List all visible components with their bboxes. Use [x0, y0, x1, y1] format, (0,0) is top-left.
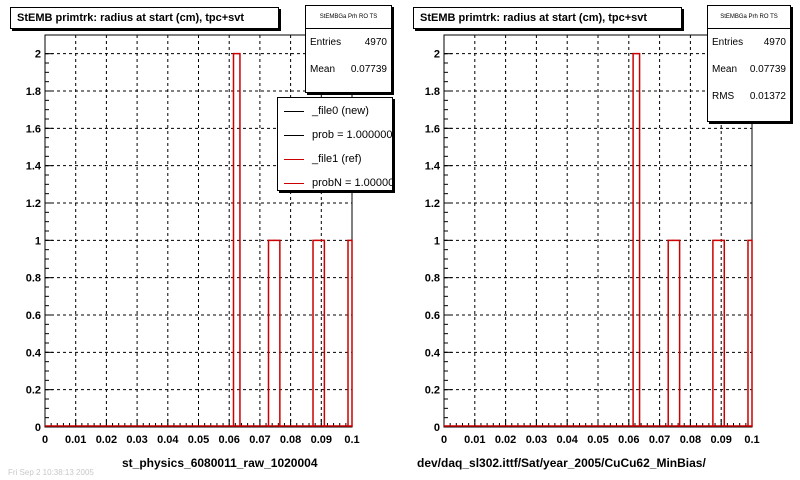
stats-box: StEMBGa Prh RO TS Entries 4970 Mean 0.07…	[707, 5, 791, 122]
stats-value: 0.01372	[749, 91, 786, 102]
histogram-bin	[347, 239, 353, 427]
x-tick-label: 0.09	[311, 434, 332, 446]
y-tick-label: 1.2	[26, 198, 41, 210]
x-tick-label: 0.05	[188, 434, 209, 446]
x-tick-label: 0.04	[157, 434, 179, 446]
y-tick-label: 2	[434, 49, 440, 61]
stats-label: Entries	[310, 37, 342, 48]
stats-label: Mean	[310, 64, 336, 75]
stats-header: StEMBGa Prh RO TS	[306, 6, 391, 29]
x-tick-label: 0.07	[249, 434, 270, 446]
legend-label: probN = 1.000000	[312, 177, 393, 189]
histogram-bin	[667, 239, 681, 427]
histogram-panel-left: 0 0.01 0.02 0.03 0.04 0.05 0.06 0.07 0.08 0.09 0.1…	[10, 5, 393, 470]
histogram-bin	[747, 239, 753, 427]
stats-header: StEMBGa Prh RO TS	[708, 6, 790, 29]
x-caption: dev/daq_sl302.ittf/Sat/year_2005/CuCu62_…	[417, 456, 706, 470]
plot-title: StEMB primtrk: radius at start (cm), tpc…	[413, 7, 682, 29]
legend-swatch	[284, 135, 304, 136]
x-tick-label: 0.03	[126, 434, 147, 446]
stats-row-mean: Mean 0.07739	[306, 56, 391, 83]
x-tick-label: 0.03	[526, 434, 547, 446]
y-tick-label: 0.4	[425, 347, 441, 359]
y-tick-label: 0.8	[425, 273, 440, 285]
stats-label: Mean	[712, 64, 738, 75]
stats-label: Entries	[712, 37, 744, 48]
x-tick-label: 0.01	[65, 434, 86, 446]
x-tick-label: 0	[441, 434, 447, 446]
stats-value: 0.07739	[350, 64, 387, 75]
y-tick-label: 0.2	[425, 385, 440, 397]
y-tick-label: 0.8	[26, 273, 41, 285]
y-tick-label: 1.8	[425, 86, 440, 98]
legend-label: prob = 1.000000	[312, 129, 393, 141]
stats-row-entries: Entries 4970	[306, 29, 391, 56]
legend: _file0 (new) prob = 1.000000 _file1 (ref…	[277, 97, 393, 191]
stats-row-rms: RMS 0.01372	[708, 83, 790, 110]
stats-value: 4970	[763, 37, 786, 48]
x-tick-label: 0.07	[649, 434, 670, 446]
legend-swatch	[284, 111, 304, 112]
histogram-bin	[232, 52, 241, 427]
stats-value: 0.07739	[749, 64, 786, 75]
legend-label: _file0 (new)	[312, 105, 369, 117]
stats-value: 4970	[364, 37, 387, 48]
stats-label: RMS	[712, 91, 735, 102]
y-tick-label: 0	[434, 422, 440, 434]
x-caption: st_physics_6080011_raw_1020004	[122, 456, 318, 470]
histogram-bin	[632, 52, 641, 427]
y-tick-label: 0.6	[26, 310, 41, 322]
x-tick-label: 0.08	[680, 434, 701, 446]
y-tick-label: 1.6	[26, 123, 41, 135]
legend-item: probN = 1.000000	[278, 173, 393, 190]
legend-item: _file1 (ref)	[278, 149, 392, 169]
stats-row-mean: Mean 0.07739	[708, 56, 790, 83]
x-tick-label: 0.1	[344, 434, 359, 446]
y-tick-label: 0	[35, 422, 41, 434]
y-tick-label: 0.2	[26, 385, 41, 397]
x-tick-label: 0.04	[556, 434, 578, 446]
y-tick-label: 1.2	[425, 198, 440, 210]
x-tick-label: 0	[42, 434, 48, 446]
histogram-bin	[267, 239, 281, 427]
stats-box: StEMBGa Prh RO TS Entries 4970 Mean 0.07…	[305, 5, 392, 93]
histogram-panel-right: 0 0.01 0.02 0.03 0.04 0.05 0.06 0.07 0.08 0.09 0.1…	[400, 0, 800, 480]
y-tick-label: 1.6	[425, 123, 440, 135]
histogram-bin	[312, 239, 326, 427]
legend-item: prob = 1.000000	[278, 125, 392, 145]
y-tick-label: 2	[35, 49, 41, 61]
legend-swatch	[284, 159, 304, 160]
x-tick-label: 0.06	[618, 434, 639, 446]
y-tick-label: 1.8	[26, 86, 41, 98]
x-tick-label: 0.08	[280, 434, 301, 446]
x-tick-label: 0.01	[464, 434, 485, 446]
legend-item: _file0 (new)	[278, 101, 392, 121]
plot-frame	[443, 34, 753, 428]
y-tick-label: 0.6	[425, 310, 440, 322]
x-tick-label: 0.09	[710, 434, 731, 446]
x-tick-label: 0.06	[218, 434, 239, 446]
x-tick-label: 0.02	[495, 434, 516, 446]
y-tick-label: 1.4	[425, 161, 441, 173]
y-tick-label: 1	[434, 235, 440, 247]
histogram-bin	[712, 239, 726, 427]
plot-title: StEMB primtrk: radius at start (cm), tpc…	[10, 7, 279, 29]
x-tick-label: 0.02	[96, 434, 117, 446]
x-tick-label: 0.1	[744, 434, 759, 446]
legend-swatch	[284, 183, 304, 184]
footer-timestamp: Fri Sep 2 10:38:13 2005	[8, 468, 94, 477]
plot-frame	[44, 34, 353, 428]
y-tick-label: 1.4	[26, 161, 42, 173]
y-tick-label: 0.4	[26, 347, 42, 359]
x-tick-label: 0.05	[587, 434, 608, 446]
stats-row-entries: Entries 4970	[708, 29, 790, 56]
legend-label: _file1 (ref)	[312, 153, 362, 165]
y-tick-label: 1	[35, 235, 41, 247]
plot-right: 0 0.01 0.02 0.03 0.04 0.05 0.06 0.07 0.08 0.09 0.1…	[425, 34, 760, 446]
